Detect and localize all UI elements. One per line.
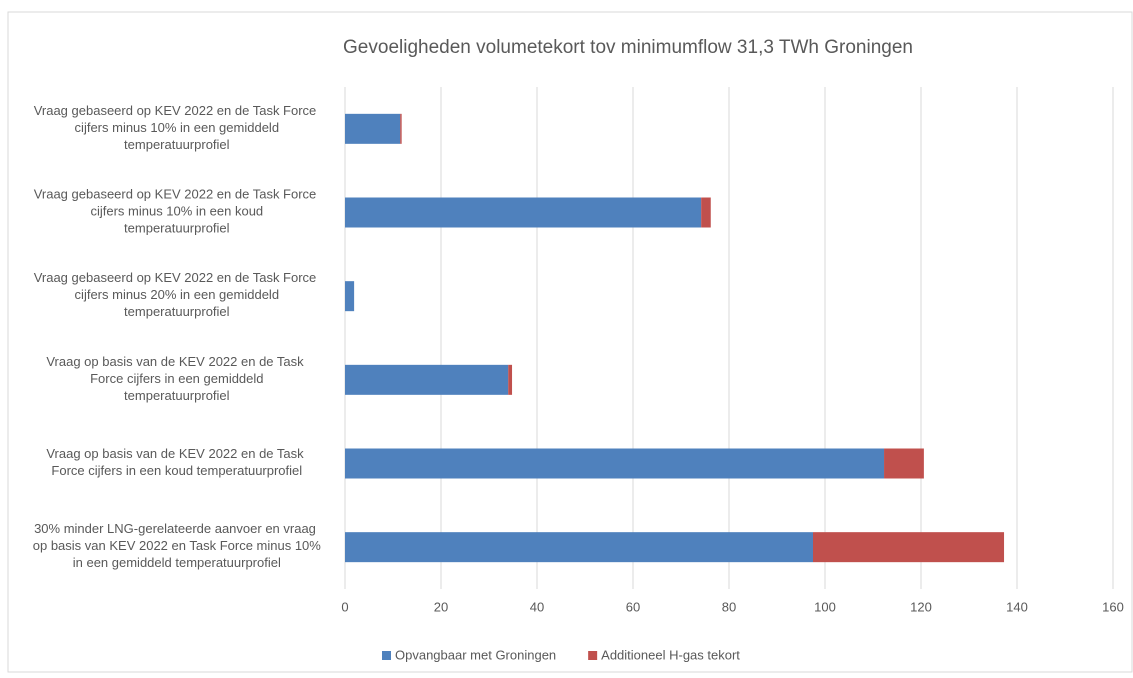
bar (345, 364, 509, 395)
legend-label: Opvangbaar met Groningen (395, 647, 556, 662)
x-tick-label: 40 (530, 599, 544, 614)
bar (345, 113, 401, 144)
bar (400, 113, 402, 144)
y-tick-label: Vraag op basis van de KEV 2022 en de Tas… (46, 354, 304, 403)
bar (345, 532, 813, 563)
y-tick-label: Vraag gebaseerd op KEV 2022 en de Task F… (34, 271, 317, 320)
chart-title: Gevoeligheden volumetekort tov minimumfl… (343, 37, 913, 58)
bar (345, 197, 702, 228)
x-tick-label: 20 (434, 599, 448, 614)
x-tick-label: 0 (341, 599, 348, 614)
bar (884, 448, 924, 479)
x-tick-label: 160 (1102, 599, 1124, 614)
x-tick-label: 80 (722, 599, 736, 614)
y-tick-label: Vraag gebaseerd op KEV 2022 en de Task F… (34, 187, 317, 236)
bar (345, 281, 355, 312)
bar (701, 197, 711, 228)
x-tick-label: 120 (910, 599, 932, 614)
bar (813, 532, 1005, 563)
legend-swatch (382, 651, 391, 660)
x-tick-label: 100 (814, 599, 836, 614)
y-tick-label: Vraag op basis van de KEV 2022 en de Tas… (46, 446, 304, 478)
legend-swatch (588, 651, 598, 660)
bar (345, 448, 885, 479)
y-tick-label: 30% minder LNG-gerelateerde aanvoer en v… (29, 522, 321, 571)
y-tick-label: Vraag gebaseerd op KEV 2022 en de Task F… (34, 103, 317, 152)
legend-label: Additioneel H-gas tekort (601, 647, 740, 662)
x-tick-label: 140 (1006, 599, 1028, 614)
bar (508, 364, 513, 395)
x-tick-label: 60 (626, 599, 640, 614)
